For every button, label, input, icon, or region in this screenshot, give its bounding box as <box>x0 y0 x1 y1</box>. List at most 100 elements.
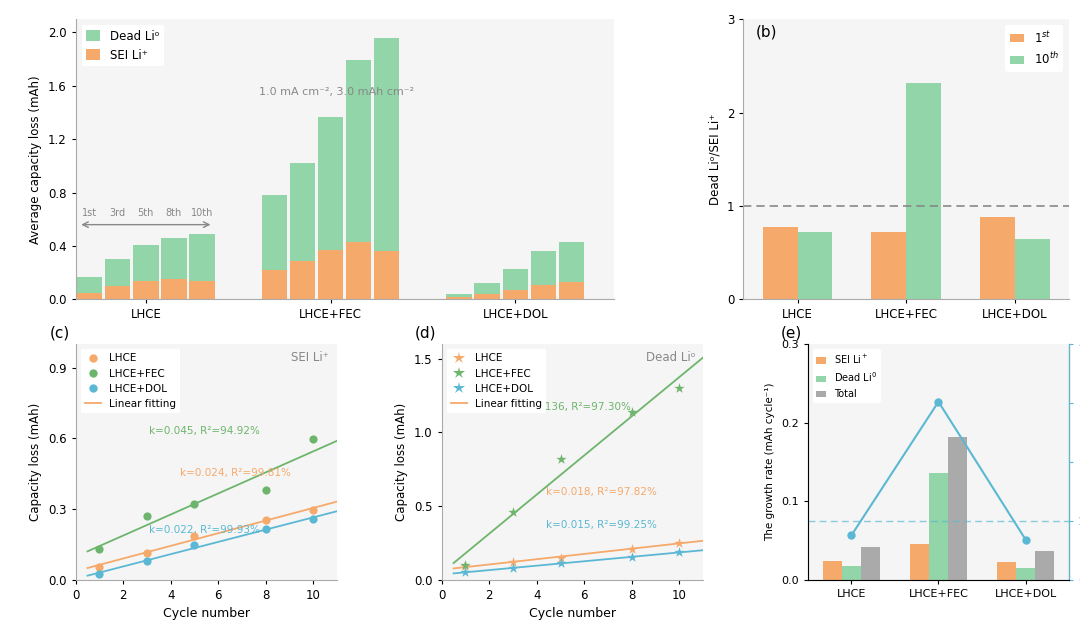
Point <box>623 552 640 562</box>
Bar <box>161 238 187 280</box>
Text: (e): (e) <box>781 325 802 340</box>
Bar <box>374 252 400 299</box>
Text: 5th: 5th <box>137 208 154 218</box>
Y-axis label: Average capacity loss (mAh): Average capacity loss (mAh) <box>29 75 42 243</box>
Point <box>457 561 474 571</box>
Bar <box>261 270 287 299</box>
Point <box>138 547 156 557</box>
Bar <box>929 473 948 580</box>
Text: 8th: 8th <box>166 208 183 218</box>
Bar <box>318 250 343 299</box>
Bar <box>105 286 131 299</box>
Point <box>91 562 108 572</box>
Bar <box>346 61 372 242</box>
Bar <box>841 566 861 580</box>
Bar <box>502 290 528 299</box>
Point <box>186 499 203 510</box>
X-axis label: Cycle number: Cycle number <box>529 607 616 620</box>
Text: SEI Li⁺: SEI Li⁺ <box>292 351 329 364</box>
Bar <box>997 562 1016 580</box>
Point <box>91 569 108 579</box>
Point <box>186 540 203 550</box>
Text: k=0.015, R²=99.25%: k=0.015, R²=99.25% <box>546 520 657 530</box>
Text: (c): (c) <box>50 325 70 340</box>
Bar <box>474 294 500 299</box>
Bar <box>823 561 841 580</box>
Point <box>457 567 474 577</box>
Y-axis label: Capacity loss (mAh): Capacity loss (mAh) <box>395 403 408 521</box>
Text: k=0.024, R²=99.81%: k=0.024, R²=99.81% <box>180 468 292 478</box>
Point <box>671 547 688 557</box>
Bar <box>1016 568 1036 580</box>
Bar <box>872 232 906 299</box>
Point <box>623 543 640 554</box>
Bar <box>318 117 343 250</box>
Bar <box>558 282 584 299</box>
Text: k=0.018, R²=97.82%: k=0.018, R²=97.82% <box>546 487 657 497</box>
Bar <box>980 217 1015 299</box>
Bar <box>558 242 584 282</box>
Point <box>138 511 156 521</box>
Point <box>552 552 569 562</box>
Bar <box>289 163 315 261</box>
Point <box>257 485 274 495</box>
Point <box>671 538 688 548</box>
Point <box>671 383 688 393</box>
Legend: LHCE, LHCE+FEC, LHCE+DOL, Linear fitting: LHCE, LHCE+FEC, LHCE+DOL, Linear fitting <box>447 349 546 413</box>
Point <box>138 555 156 566</box>
Bar <box>797 232 833 299</box>
Point <box>186 531 203 541</box>
Point <box>257 524 274 534</box>
Text: 10th: 10th <box>191 208 213 218</box>
Bar <box>189 281 215 299</box>
Bar <box>446 297 472 299</box>
Point <box>305 434 322 445</box>
Point <box>504 507 522 517</box>
Bar <box>346 242 372 299</box>
Bar <box>289 261 315 299</box>
Y-axis label: Capacity loss (mAh): Capacity loss (mAh) <box>29 403 42 521</box>
Text: Dead Liᵒ: Dead Liᵒ <box>646 351 696 364</box>
Legend: LHCE, LHCE+FEC, LHCE+DOL, Linear fitting: LHCE, LHCE+FEC, LHCE+DOL, Linear fitting <box>81 349 180 413</box>
Text: k=0.045, R²=94.92%: k=0.045, R²=94.92% <box>149 426 259 436</box>
Bar <box>1036 550 1054 580</box>
Bar <box>861 547 880 580</box>
Point <box>504 563 522 573</box>
Bar <box>1015 239 1050 299</box>
Point <box>91 544 108 554</box>
Y-axis label: The growth rate (mAh cycle⁻¹): The growth rate (mAh cycle⁻¹) <box>766 383 775 541</box>
X-axis label: Cycle number: Cycle number <box>163 607 249 620</box>
Bar <box>502 269 528 290</box>
Text: k=0.136, R²=97.30%: k=0.136, R²=97.30% <box>521 402 631 412</box>
Text: (a): (a) <box>83 25 105 39</box>
Bar <box>77 293 103 299</box>
Bar <box>189 234 215 281</box>
Bar <box>133 281 159 299</box>
Point <box>257 515 274 525</box>
Point <box>504 557 522 567</box>
Point <box>305 505 322 515</box>
Bar <box>762 227 797 299</box>
Y-axis label: Dead Liᵒ/SEI Li⁺: Dead Liᵒ/SEI Li⁺ <box>708 113 721 205</box>
Text: 1st: 1st <box>82 208 97 218</box>
Bar <box>261 196 287 270</box>
Point <box>552 559 569 569</box>
Text: 3rd: 3rd <box>110 208 125 218</box>
Point <box>623 406 640 417</box>
Text: (b): (b) <box>756 25 778 39</box>
Point <box>552 454 569 464</box>
Legend: SEI Li$^+$, Dead Li$^0$, Total: SEI Li$^+$, Dead Li$^0$, Total <box>812 349 881 403</box>
Legend: Dead Liᵒ, SEI Li⁺: Dead Liᵒ, SEI Li⁺ <box>81 25 164 66</box>
Bar <box>446 294 472 297</box>
Text: (d): (d) <box>415 325 436 340</box>
Bar <box>105 259 131 286</box>
Text: 1.0 mA cm⁻², 3.0 mAh cm⁻²: 1.0 mA cm⁻², 3.0 mAh cm⁻² <box>258 87 414 97</box>
Bar <box>530 252 556 285</box>
Text: k=0.022, R²=99.93%: k=0.022, R²=99.93% <box>149 524 259 534</box>
Point <box>305 514 322 524</box>
Bar <box>909 544 929 580</box>
Bar <box>77 276 103 293</box>
Bar <box>374 38 400 252</box>
Bar <box>948 438 968 580</box>
Bar <box>530 285 556 299</box>
